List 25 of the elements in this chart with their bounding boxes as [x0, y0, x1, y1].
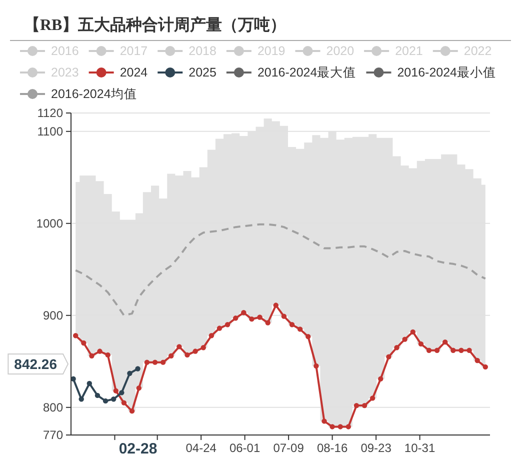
ytick-label: 1120 — [37, 106, 63, 120]
legend-item: 2016-2024均值 — [20, 87, 137, 101]
ytick-label: 1000 — [36, 216, 63, 230]
legend-item: 2016-2024最大值 — [226, 66, 356, 80]
legend-label: 2025 — [188, 66, 216, 80]
xtick-label: 09-23 — [360, 441, 392, 455]
x-pointer-label: 02-28 — [118, 440, 158, 458]
y-pointer-label: 842.26 — [8, 354, 69, 374]
legend-label: 2024 — [120, 66, 148, 80]
xtick-label: 10-31 — [404, 441, 436, 455]
ytick-label: 1100 — [37, 124, 63, 138]
ytick-label: 770 — [42, 428, 63, 442]
legend-item: 2024 — [88, 66, 148, 80]
legend-label: 2016-2024最小值 — [397, 66, 496, 80]
xtick-label: 07-09 — [273, 441, 304, 455]
legend-item: 2025 — [158, 66, 216, 80]
legend-item: 2016-2024最小值 — [366, 66, 496, 80]
xtick-label: 06-01 — [229, 441, 260, 455]
legend-label: 2016-2024最大值 — [257, 66, 356, 80]
title: 【RB】五大品种合计周产量（万吨） — [24, 17, 286, 34]
xtick-label: 08-16 — [316, 441, 348, 455]
legend-label: 2016-2024均值 — [51, 87, 137, 101]
ytick-label: 900 — [42, 308, 63, 322]
ytick-label: 800 — [42, 400, 63, 414]
xtick-label: 04-24 — [186, 441, 216, 455]
